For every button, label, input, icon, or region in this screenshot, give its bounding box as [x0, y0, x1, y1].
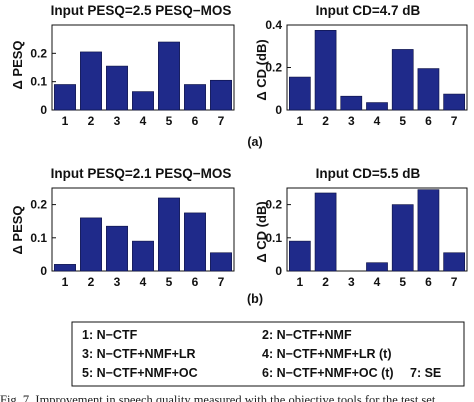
bar-5 — [158, 41, 180, 111]
caption-a: (a) — [247, 135, 262, 149]
y-tick-label: 0 — [275, 103, 282, 117]
bar-6 — [184, 212, 206, 272]
y-tick-label: 0.2 — [265, 61, 282, 75]
bar-3 — [106, 65, 128, 111]
y-tick-label: 0.2 — [30, 46, 47, 60]
bar-6 — [417, 68, 440, 111]
panel-cd-5-5: Input CD=5.5 dB Δ CD (dB) 0 0.1 0.2 1 2 3 4 5 6… — [254, 166, 468, 289]
y-tick-label: 0 — [40, 264, 47, 278]
x-tick-label: 1 — [62, 114, 69, 128]
x-tick-label: 1 — [297, 275, 304, 289]
x-tick-label: 3 — [114, 114, 121, 128]
x-tick-label: 7 — [218, 114, 225, 128]
plot-frame — [286, 187, 468, 272]
x-tick-label: 1 — [62, 275, 69, 289]
y-tick-label: 0.2 — [265, 198, 282, 212]
bar-6 — [417, 189, 440, 272]
bar-4 — [132, 91, 154, 111]
bar-1 — [54, 84, 76, 111]
bar-1 — [289, 76, 311, 111]
legend-box — [71, 321, 465, 387]
panel-pesq-2-1: Input PESQ=2.1 PESQ−MOS Δ PESQ 0 0.1 0.2 1… — [10, 166, 235, 289]
chart-title: Input PESQ=2.1 PESQ−MOS — [51, 166, 232, 181]
x-tick-label: 4 — [140, 114, 147, 128]
legend-entry: 3: N−CTF+NMF+LR — [82, 347, 196, 361]
bar-4 — [132, 240, 154, 272]
legend-entry: 6: N−CTF+NMF+OC (t) — [262, 366, 394, 380]
bar-5 — [158, 197, 180, 272]
bar-2 — [314, 30, 337, 111]
caption-b: (b) — [247, 292, 263, 306]
bar-3 — [106, 225, 128, 272]
x-tick-label: 4 — [374, 275, 381, 289]
chart-title: Input PESQ=2.5 PESQ−MOS — [51, 3, 232, 18]
legend-entry: 5: N−CTF+NMF+OC — [82, 366, 198, 380]
y-axis-label: Δ CD (dB) — [254, 39, 269, 100]
y-axis-label: Δ PESQ — [10, 40, 25, 89]
bar-3 — [340, 95, 363, 111]
chart-title: Input CD=4.7 dB — [316, 3, 421, 18]
x-tick-label: 4 — [140, 275, 147, 289]
y-axis-label: Δ CD (dB) — [254, 201, 269, 262]
x-tick-label: 2 — [88, 275, 95, 289]
legend-entry: 7: SE — [410, 366, 441, 380]
bar-4 — [366, 262, 388, 272]
panel-cd-4-7: Input CD=4.7 dB Δ CD (dB) 0 0.2 0.4 1 2 3 4 5 6… — [254, 3, 468, 128]
x-tick-label: 5 — [166, 275, 173, 289]
x-tick-label: 7 — [451, 275, 458, 289]
bar-7 — [210, 79, 232, 111]
bar-5 — [391, 204, 414, 272]
y-tick-label: 0 — [275, 264, 282, 278]
legend-entry: 1: N−CTF — [82, 328, 138, 342]
bar-7 — [443, 93, 465, 111]
y-tick-label: 0.2 — [30, 198, 47, 212]
bar-2 — [80, 51, 102, 111]
bar-7 — [210, 252, 232, 272]
x-tick-label: 3 — [348, 114, 355, 128]
x-tick-label: 5 — [399, 275, 406, 289]
x-tick-label: 6 — [425, 275, 432, 289]
x-tick-label: 3 — [114, 275, 121, 289]
legend-entry: 4: N−CTF+NMF+LR (t) — [262, 347, 392, 361]
bar-4 — [366, 102, 388, 111]
bar-6 — [184, 84, 206, 111]
bar-5 — [391, 49, 414, 111]
plot-frame — [286, 24, 468, 111]
x-tick-label: 6 — [192, 114, 199, 128]
x-tick-label: 5 — [166, 114, 173, 128]
figure-caption-text: Fig. 7. Improvement in speech quality me… — [0, 393, 436, 402]
x-tick-label: 6 — [425, 114, 432, 128]
bar-1 — [289, 240, 311, 272]
panel-pesq-2-5: Input PESQ=2.5 PESQ−MOS Δ PESQ 0 0.1 0.2 1… — [10, 3, 235, 128]
bar-1 — [54, 264, 76, 272]
legend-entry: 2: N−CTF+NMF — [262, 328, 352, 342]
x-tick-label: 1 — [297, 114, 304, 128]
x-tick-label: 4 — [374, 114, 381, 128]
x-tick-label: 2 — [88, 114, 95, 128]
x-tick-label: 5 — [399, 114, 406, 128]
bar-2 — [314, 192, 337, 272]
y-tick-label: 0.1 — [30, 75, 47, 89]
x-tick-label: 2 — [322, 275, 329, 289]
x-tick-label: 7 — [451, 114, 458, 128]
y-tick-label: 0.1 — [30, 231, 47, 245]
y-tick-label: 0.1 — [265, 231, 282, 245]
bar-7 — [443, 252, 465, 272]
x-tick-label: 7 — [218, 275, 225, 289]
x-tick-label: 2 — [322, 114, 329, 128]
chart-title: Input CD=5.5 dB — [316, 166, 421, 181]
y-axis-label: Δ PESQ — [10, 205, 25, 254]
legend: 1: N−CTF 2: N−CTF+NMF 3: N−CTF+NMF+LR 4:… — [71, 321, 465, 387]
x-tick-label: 6 — [192, 275, 199, 289]
y-tick-label: 0.4 — [265, 18, 282, 32]
bar-2 — [80, 217, 102, 272]
x-tick-label: 3 — [348, 275, 355, 289]
y-tick-label: 0 — [40, 103, 47, 117]
